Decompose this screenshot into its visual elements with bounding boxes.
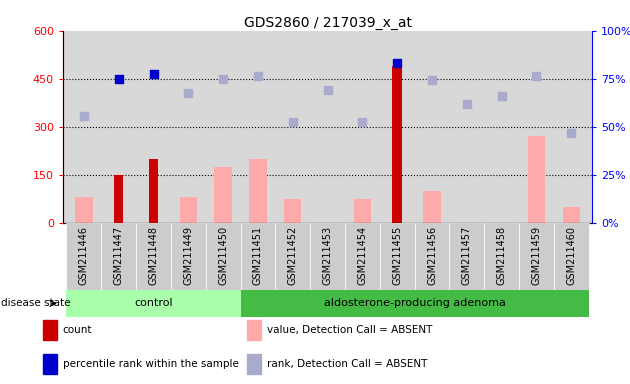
Bar xyxy=(75,197,93,223)
FancyBboxPatch shape xyxy=(101,223,136,290)
FancyBboxPatch shape xyxy=(554,223,588,290)
FancyBboxPatch shape xyxy=(241,290,588,317)
Text: GSM211448: GSM211448 xyxy=(149,226,159,285)
Text: control: control xyxy=(134,298,173,308)
FancyBboxPatch shape xyxy=(449,223,484,290)
FancyBboxPatch shape xyxy=(67,290,241,317)
Text: GSM211454: GSM211454 xyxy=(357,226,367,285)
Text: GSM211456: GSM211456 xyxy=(427,226,437,285)
Text: count: count xyxy=(63,325,92,335)
Text: disease state: disease state xyxy=(1,298,71,308)
Point xyxy=(566,130,576,136)
FancyBboxPatch shape xyxy=(136,223,171,290)
Title: GDS2860 / 217039_x_at: GDS2860 / 217039_x_at xyxy=(244,16,411,30)
FancyBboxPatch shape xyxy=(241,223,275,290)
Bar xyxy=(392,66,402,223)
Bar xyxy=(284,199,302,223)
FancyBboxPatch shape xyxy=(171,223,206,290)
Text: GSM211451: GSM211451 xyxy=(253,226,263,285)
Text: GSM211452: GSM211452 xyxy=(288,226,298,285)
Text: value, Detection Call = ABSENT: value, Detection Call = ABSENT xyxy=(267,325,432,335)
Bar xyxy=(43,354,57,374)
Bar xyxy=(528,136,545,223)
Point xyxy=(79,113,89,119)
Point xyxy=(253,73,263,79)
FancyBboxPatch shape xyxy=(519,223,554,290)
Point xyxy=(496,93,507,99)
Text: GSM211459: GSM211459 xyxy=(532,226,542,285)
FancyBboxPatch shape xyxy=(380,223,415,290)
Point xyxy=(392,60,403,66)
Point xyxy=(357,119,367,125)
Text: GSM211446: GSM211446 xyxy=(79,226,89,285)
FancyBboxPatch shape xyxy=(415,223,449,290)
Text: GSM211460: GSM211460 xyxy=(566,226,576,285)
Text: GSM211450: GSM211450 xyxy=(218,226,228,285)
Text: GSM211453: GSM211453 xyxy=(323,226,333,285)
Point xyxy=(183,90,193,96)
Bar xyxy=(180,197,197,223)
Text: GSM211457: GSM211457 xyxy=(462,226,472,285)
Bar xyxy=(423,191,441,223)
Text: GSM211449: GSM211449 xyxy=(183,226,193,285)
Text: aldosterone-producing adenoma: aldosterone-producing adenoma xyxy=(324,298,506,308)
Text: rank, Detection Call = ABSENT: rank, Detection Call = ABSENT xyxy=(267,359,427,369)
Point xyxy=(113,76,123,82)
Point xyxy=(218,76,228,82)
Bar xyxy=(563,207,580,223)
FancyBboxPatch shape xyxy=(275,223,310,290)
Text: percentile rank within the sample: percentile rank within the sample xyxy=(63,359,239,369)
Text: GSM211458: GSM211458 xyxy=(496,226,507,285)
Point xyxy=(323,87,333,93)
Point xyxy=(462,101,472,108)
FancyBboxPatch shape xyxy=(310,223,345,290)
Bar xyxy=(249,159,266,223)
FancyBboxPatch shape xyxy=(67,223,101,290)
Bar xyxy=(43,320,57,340)
FancyBboxPatch shape xyxy=(345,223,380,290)
Bar xyxy=(247,320,261,340)
Point xyxy=(427,77,437,83)
Text: GSM211447: GSM211447 xyxy=(113,226,123,285)
FancyBboxPatch shape xyxy=(206,223,241,290)
Point xyxy=(288,119,298,125)
Text: GSM211455: GSM211455 xyxy=(392,226,402,285)
Bar xyxy=(353,199,371,223)
FancyBboxPatch shape xyxy=(484,223,519,290)
Bar xyxy=(114,175,123,223)
Point xyxy=(532,73,542,79)
Bar xyxy=(149,159,158,223)
Point xyxy=(149,71,159,77)
Bar xyxy=(214,167,232,223)
Bar xyxy=(247,354,261,374)
